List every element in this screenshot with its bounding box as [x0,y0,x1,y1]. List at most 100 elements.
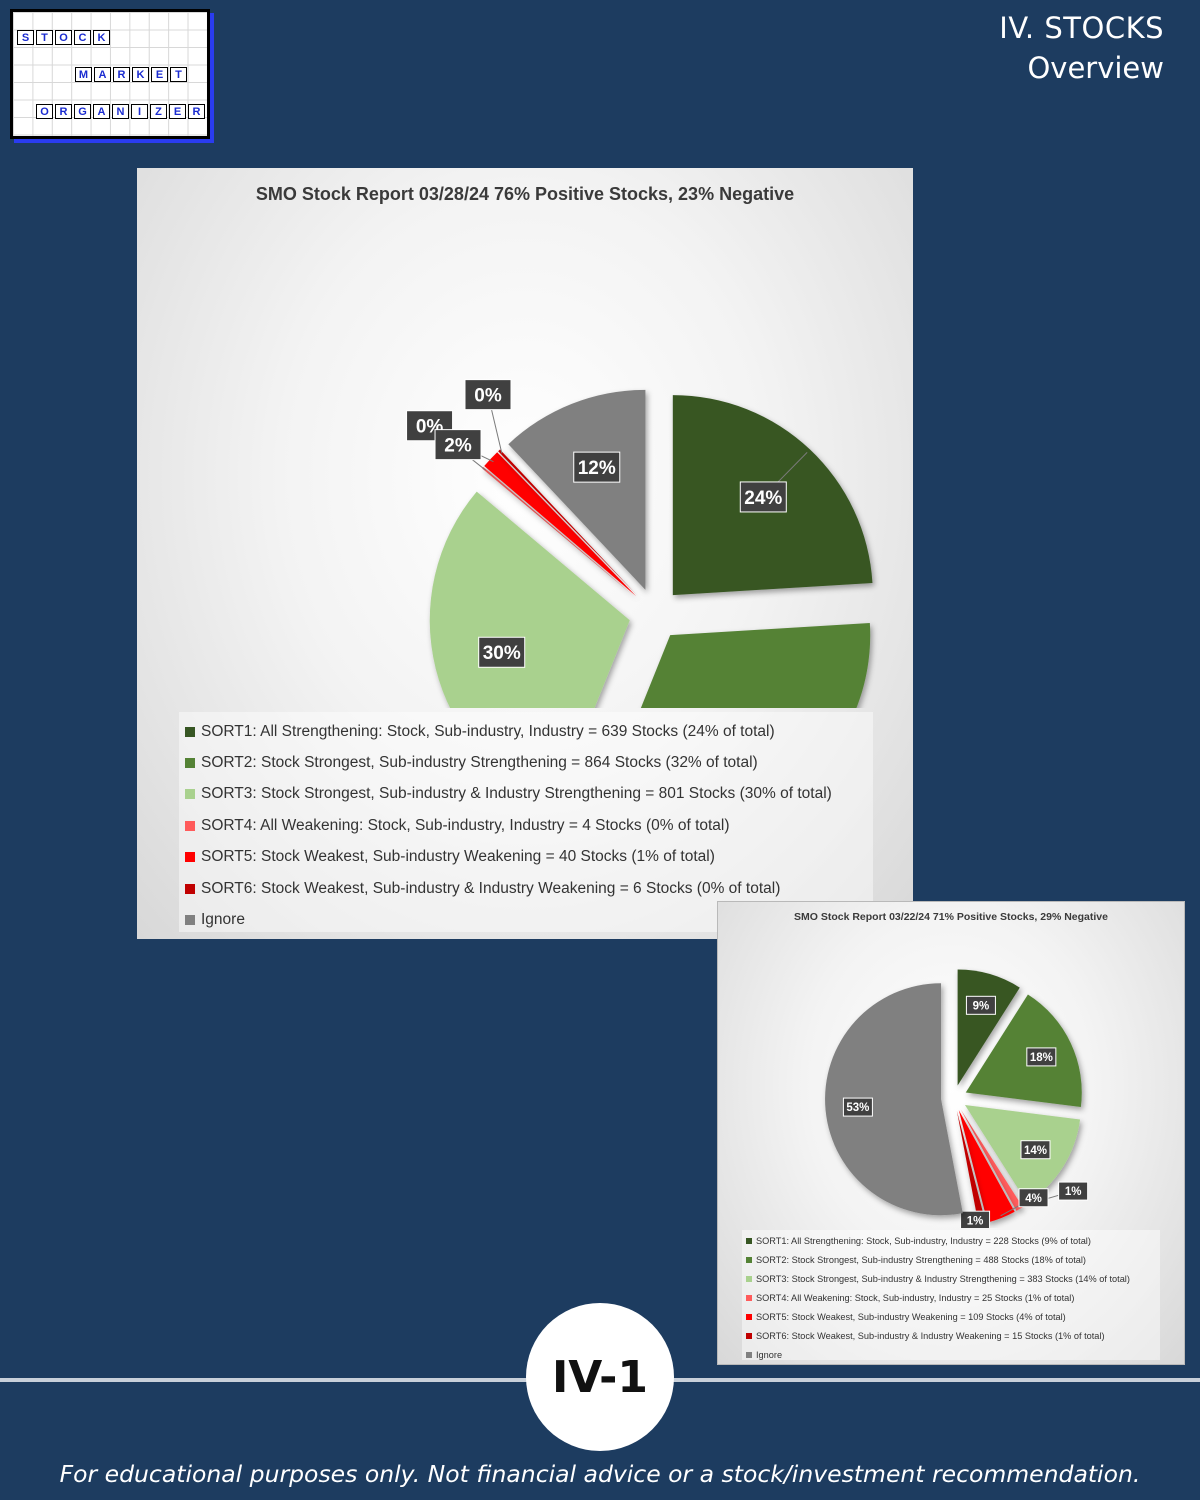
logo-letter: T [170,67,187,82]
legend-label: Ignore [201,911,245,929]
legend-item-sort2: SORT2: Stock Strongest, Sub-industry Str… [746,1251,1156,1270]
logo-letter: O [55,30,72,45]
legend-label: SORT5: Stock Weakest, Sub-industry Weake… [756,1312,1066,1322]
legend-item-sort6: SORT6: Stock Weakest, Sub-industry & Ind… [746,1326,1156,1345]
legend-swatch [185,915,195,926]
data-label-box [434,429,482,461]
logo-letter: C [74,30,91,45]
chart-panel-previous: SMO Stock Report 03/22/24 71% Positive S… [718,902,1184,1364]
legend-label: SORT2: Stock Strongest, Sub-industry Str… [201,754,758,772]
data-label: 30% [483,643,521,664]
logo-letter: N [112,104,129,119]
legend-swatch [746,1276,752,1283]
data-label-box [573,451,621,483]
chart-title: SMO Stock Report 03/22/24 71% Positive S… [794,911,1108,923]
section-title: IV. STOCKS [999,11,1164,45]
logo-letter: S [17,30,34,45]
legend-item-sort4: SORT4: All Weakening: Stock, Sub-industr… [746,1289,1156,1308]
logo-letter: A [94,67,111,82]
page-number-badge: IV-1 [526,1303,674,1451]
legend-label: SORT6: Stock Weakest, Sub-industry & Ind… [201,879,781,897]
section-header: IV. STOCKS Overview [999,8,1164,88]
logo-letter: E [151,67,168,82]
data-label: 1% [967,1215,984,1227]
legend-label: Ignore [756,1349,783,1360]
chart-title: SMO Stock Report 03/28/24 76% Positive S… [255,184,795,204]
legend-swatch [746,1295,752,1302]
legend-label: SORT1: All Strengthening: Stock, Sub-ind… [756,1236,1091,1247]
legend-label: SORT5: Stock Weakest, Sub-industry Weake… [201,848,715,866]
legend-item-sort2: SORT2: Stock Strongest, Sub-industry Str… [185,747,867,778]
legend-swatch [746,1351,752,1358]
data-label-box [1018,1188,1049,1208]
legend-item-sort3: SORT3: Stock Strongest, Sub-industry & I… [746,1270,1156,1289]
legend-swatch [185,820,195,831]
data-label: 18% [1030,1052,1053,1064]
legend-label: SORT4: All Weakening: Stock, Sub-industr… [756,1293,1075,1304]
data-label-box [965,995,996,1015]
legend-swatch [185,852,195,863]
logo-letter: O [36,104,53,119]
logo-letter: R [113,67,130,82]
pie-slice-ignore [825,983,963,1216]
logo-letter: T [36,30,53,45]
data-label: 14% [1024,1145,1047,1157]
data-label-box [1026,1047,1057,1067]
pie-slice-sort5 [484,452,637,597]
legend-label: SORT2: Stock Strongest, Sub-industry Str… [756,1255,1086,1266]
data-label: 1% [1065,1186,1082,1198]
legend-label: SORT3: Stock Strongest, Sub-industry & I… [756,1274,1130,1285]
data-label: 12% [578,458,616,479]
logo-letter: K [93,30,110,45]
logo-letter: M [75,67,92,82]
pie-chart: 24%32%30%0%2%0%12% [406,379,873,708]
data-label-box [960,1210,991,1228]
legend-label: SORT3: Stock Strongest, Sub-industry & I… [201,785,832,803]
logo-letter: G [74,104,91,119]
pie-slice-sort5 [958,1110,1015,1223]
data-label-box [842,1097,873,1117]
legend-item-sort1: SORT1: All Strengthening: Stock, Sub-ind… [746,1232,1156,1251]
data-label: 24% [744,488,782,509]
logo-letter: A [93,104,110,119]
section-subtitle: Overview [1027,51,1164,85]
data-label: 0% [474,385,502,406]
logo-letter: R [188,104,205,119]
logo-letter: K [132,67,149,82]
logo-letter: I [131,104,148,119]
data-label-box [1058,1181,1089,1201]
legend-label: SORT1: All Strengthening: Stock, Sub-ind… [201,722,775,740]
data-label-box [1020,1140,1051,1160]
legend-swatch [746,1238,752,1245]
pie-slice-sort4 [482,467,636,598]
data-label: 53% [846,1102,869,1114]
pie-slice-sort4 [960,1109,1023,1211]
data-label: 4% [1025,1193,1042,1205]
chart-legend: SORT1: All Strengthening: Stock, Sub-ind… [742,1230,1160,1360]
legend-item-sort5: SORT5: Stock Weakest, Sub-industry Weake… [185,842,867,873]
legend-label: SORT4: All Weakening: Stock, Sub-industr… [201,816,730,834]
data-label-box [464,379,512,411]
disclaimer-text: For educational purposes only. Not finan… [59,1460,1141,1488]
logo-letter: E [169,104,186,119]
legend-item-sort1: SORT1: All Strengthening: Stock, Sub-ind… [185,716,867,747]
pie-slice-sort6 [956,1110,986,1225]
legend-item-ignore: Ignore [746,1345,1156,1364]
legend-swatch [185,883,195,894]
chart-legend: SORT1: All Strengthening: Stock, Sub-ind… [179,712,873,932]
legend-swatch [185,789,195,800]
legend-item-sort3: SORT3: Stock Strongest, Sub-industry & I… [185,779,867,810]
legend-swatch [746,1257,752,1264]
legend-swatch [185,726,195,737]
data-label: 9% [973,1000,990,1012]
chart-panel-main: SMO Stock Report 03/28/24 76% Positive S… [137,168,913,939]
legend-item-sort4: SORT4: All Weakening: Stock, Sub-industr… [185,810,867,841]
pie-chart: 9% 18% 14% 1% 4% 1% 53% [825,969,1089,1228]
pie-slice-ignore [508,389,646,590]
data-label: 2% [444,435,472,456]
data-label-box [478,636,526,668]
